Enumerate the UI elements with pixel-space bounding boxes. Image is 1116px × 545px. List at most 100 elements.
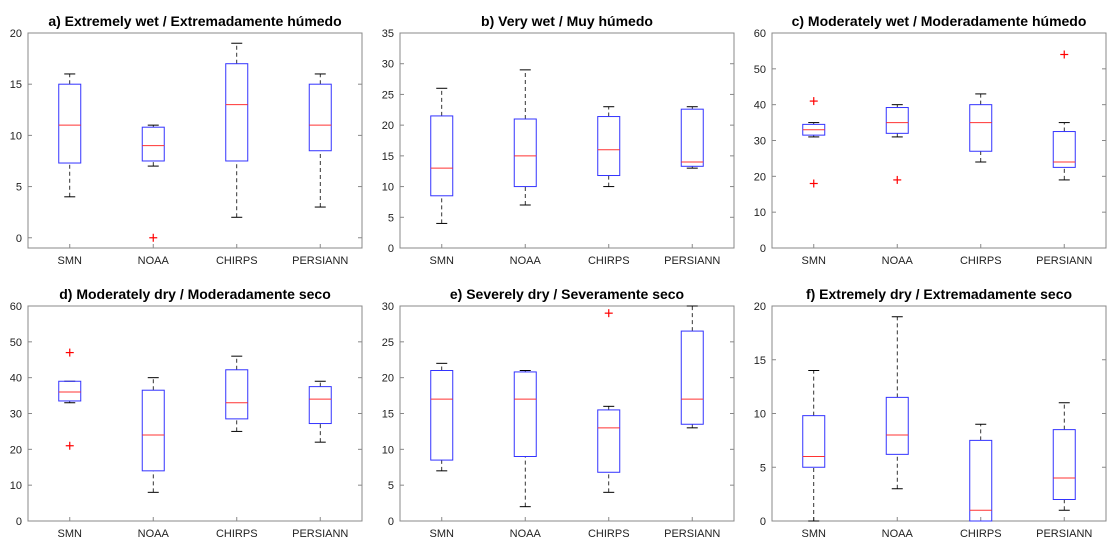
x-tick-label: CHIRPS [216, 528, 258, 540]
y-tick-label: 10 [382, 444, 394, 456]
boxplot-panel-a: a) Extremely wet / Extremadamente húmedo… [10, 13, 363, 267]
y-tick-label: 10 [10, 130, 22, 142]
boxplot-panel-c: c) Moderately wet / Moderadamente húmedo… [754, 13, 1107, 267]
panel-title: b) Very wet / Muy húmedo [481, 13, 653, 29]
y-tick-label: 5 [760, 462, 766, 474]
iqr-box [430, 370, 454, 461]
iqr-box [885, 396, 909, 455]
x-tick-label: PERSIANN [1036, 255, 1092, 267]
y-tick-label: 15 [382, 409, 394, 421]
x-tick-label: NOAA [510, 255, 542, 267]
x-tick-label: CHIRPS [216, 255, 258, 267]
plot-frame [399, 305, 735, 522]
outlier-marker [1060, 50, 1069, 59]
y-tick-label: 0 [16, 233, 22, 245]
panel-title: d) Moderately dry / Moderadamente seco [59, 286, 331, 302]
x-tick-label: CHIRPS [588, 255, 630, 267]
y-tick-label: 30 [754, 136, 766, 148]
y-tick-label: 50 [10, 337, 22, 349]
y-tick-label: 10 [754, 409, 766, 421]
box-smn [802, 97, 826, 188]
outlier-marker [149, 233, 158, 242]
outlier-marker [893, 175, 902, 184]
x-tick-label: PERSIANN [292, 528, 348, 540]
boxplot-panel-f: f) Extremely dry / Extremadamente seco 0 5… [754, 286, 1107, 540]
x-tick-label: PERSIANN [664, 255, 720, 267]
y-tick-label: 5 [16, 182, 22, 194]
box-persiann [1052, 50, 1076, 181]
x-tick-label: SMN [58, 255, 83, 267]
iqr-box [141, 126, 165, 162]
y-tick-label: 40 [10, 373, 22, 385]
boxplot-panel-e: e) Severely dry / Severamente seco 0 5 10 15… [382, 286, 735, 540]
iqr-box [513, 371, 537, 457]
x-tick-label: PERSIANN [1036, 528, 1092, 540]
box-chirps [969, 93, 993, 163]
y-tick-label: 15 [382, 151, 394, 163]
plot-frame [27, 32, 363, 249]
plot-frame [399, 32, 735, 249]
y-tick-label: 20 [10, 28, 22, 40]
box-smn [58, 73, 82, 198]
box-noaa [885, 316, 909, 490]
iqr-box [680, 330, 704, 425]
y-tick-label: 50 [754, 64, 766, 76]
x-tick-label: SMN [430, 528, 455, 540]
x-tick-label: SMN [802, 255, 827, 267]
panel-title: e) Severely dry / Severamente seco [450, 286, 684, 302]
y-tick-label: 20 [754, 171, 766, 183]
boxplot-panel-b: b) Very wet / Muy húmedo 0 5 10 15 20 25 30 35 SM… [382, 13, 735, 267]
box-noaa [885, 104, 909, 184]
x-tick-label: SMN [802, 528, 827, 540]
y-tick-label: 10 [382, 182, 394, 194]
box-smn [802, 370, 826, 522]
plot-frame [771, 305, 1107, 522]
y-tick-label: 0 [760, 516, 766, 528]
y-tick-label: 20 [10, 444, 22, 456]
box-chirps [225, 355, 249, 432]
iqr-box [430, 115, 454, 197]
box-chirps [597, 309, 621, 493]
y-tick-label: 35 [382, 28, 394, 40]
box-persiann [1052, 402, 1076, 511]
outlier-marker [65, 348, 74, 357]
y-tick-label: 5 [388, 212, 394, 224]
x-tick-label: SMN [430, 255, 455, 267]
y-tick-label: 5 [388, 480, 394, 492]
box-chirps [597, 106, 621, 188]
x-tick-label: NOAA [510, 528, 542, 540]
y-tick-label: 30 [10, 409, 22, 421]
x-tick-label: CHIRPS [960, 255, 1002, 267]
x-tick-label: CHIRPS [960, 528, 1002, 540]
box-noaa [141, 377, 165, 493]
y-tick-label: 20 [382, 373, 394, 385]
x-tick-label: NOAA [138, 255, 170, 267]
iqr-box [308, 386, 332, 425]
iqr-box [802, 415, 826, 468]
box-noaa [513, 370, 537, 508]
box-smn [430, 362, 454, 472]
iqr-box [513, 118, 537, 188]
box-noaa [141, 124, 165, 242]
panel-title: a) Extremely wet / Extremadamente húmedo [48, 13, 341, 29]
iqr-box [1052, 131, 1076, 168]
boxplot-panel-d: d) Moderately dry / Moderadamente seco 0 1… [10, 286, 363, 540]
y-tick-label: 20 [754, 301, 766, 313]
y-tick-label: 15 [754, 355, 766, 367]
x-tick-label: NOAA [138, 528, 170, 540]
box-chirps [969, 423, 993, 522]
y-tick-label: 25 [382, 337, 394, 349]
y-tick-label: 10 [10, 480, 22, 492]
outlier-marker [809, 97, 818, 106]
x-tick-label: NOAA [882, 255, 914, 267]
y-tick-label: 40 [754, 100, 766, 112]
iqr-box [58, 83, 82, 164]
box-persiann [680, 106, 704, 169]
iqr-box [141, 389, 165, 472]
y-tick-label: 60 [754, 28, 766, 40]
y-tick-label: 0 [388, 516, 394, 528]
box-noaa [513, 69, 537, 206]
y-tick-label: 0 [16, 516, 22, 528]
box-smn [58, 348, 82, 450]
